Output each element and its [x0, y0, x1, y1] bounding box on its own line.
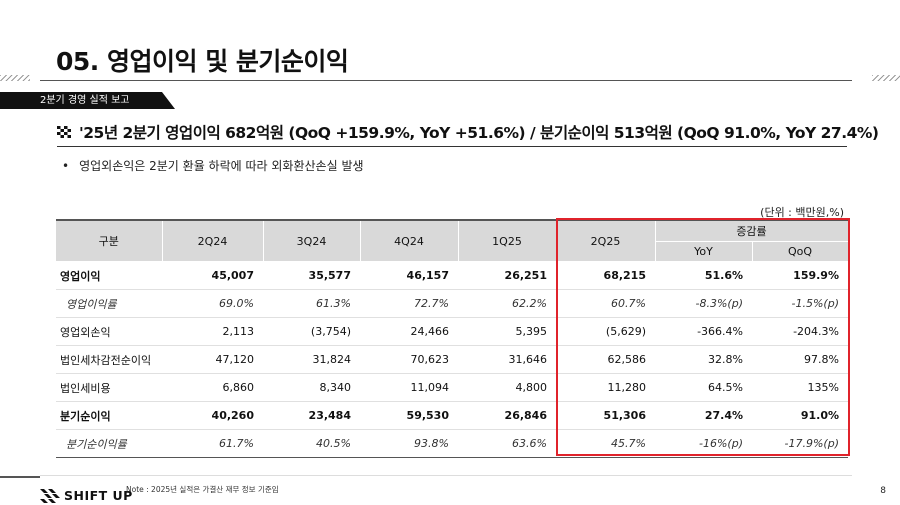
table-cell: 135%	[752, 373, 848, 402]
table-cell: 26,846	[458, 401, 556, 430]
checkered-logo-icon	[40, 488, 60, 503]
hatch-decoration-right	[872, 75, 900, 81]
row-label: 영업이익	[56, 261, 162, 290]
table-cell: 2,113	[162, 317, 263, 346]
bullet-text: 영업외손익은 2분기 환율 하락에 따라 외화환산손실 발생	[79, 159, 364, 173]
row-label: 분기순이익률	[56, 429, 162, 458]
table-cell: 159.9%	[752, 261, 848, 290]
table-cell: 97.8%	[752, 345, 848, 374]
table-cell: 59,530	[360, 401, 458, 430]
header-yoy: YoY	[655, 241, 753, 262]
header-qoq: QoQ	[752, 241, 849, 262]
table-cell: 68,215	[556, 261, 655, 290]
section-tag: 2분기 경영 실적 보고	[0, 92, 175, 109]
table-cell: 61.3%	[263, 289, 360, 318]
table-cell: 51.6%	[655, 261, 752, 290]
row-label: 영업이익률	[56, 289, 162, 318]
headline-row: '25년 2분기 영업이익 682억원 (QoQ +159.9%, YoY +5…	[57, 121, 879, 143]
table-cell: 70,623	[360, 345, 458, 374]
row-label: 영업외손익	[56, 317, 162, 346]
row-label: 분기순이익	[56, 401, 162, 430]
footnote: Note : 2025년 실적은 가결산 재무 정보 기준임	[126, 485, 279, 494]
table-cell: 11,280	[556, 373, 655, 402]
table-cell: 40.5%	[263, 429, 360, 458]
table-cell: 47,120	[162, 345, 263, 374]
table-row: 법인세비용 6,860 8,340 11,094 4,800 11,280 64…	[56, 373, 848, 402]
header-period: 3Q24	[263, 219, 361, 262]
table-row: 법인세차감전순이익 47,120 31,824 70,623 31,646 62…	[56, 345, 848, 374]
table-cell: 26,251	[458, 261, 556, 290]
headline: '25년 2분기 영업이익 682억원 (QoQ +159.9%, YoY +5…	[79, 124, 879, 142]
table-cell: -17.9%(p)	[752, 429, 848, 458]
table-cell: 64.5%	[655, 373, 752, 402]
table-cell: 45.7%	[556, 429, 655, 458]
table-cell: -16%(p)	[655, 429, 752, 458]
table-cell: -366.4%	[655, 317, 752, 346]
table-cell: 72.7%	[360, 289, 458, 318]
header-period: 1Q25	[458, 219, 557, 262]
unit-note: (단위 : 백만원,%)	[760, 206, 844, 219]
table-cell: -8.3%(p)	[655, 289, 752, 318]
table-cell: 8,340	[263, 373, 360, 402]
table-cell: 24,466	[360, 317, 458, 346]
logo-text: SHIFT UP	[64, 488, 133, 503]
table-cell: 11,094	[360, 373, 458, 402]
table-row: 영업외손익 2,113 (3,754) 24,466 5,395 (5,629)…	[56, 317, 848, 346]
table-cell: 63.6%	[458, 429, 556, 458]
page-number: 8	[880, 486, 886, 496]
hatch-decoration-left	[0, 75, 30, 81]
table-row: 영업이익률 69.0% 61.3% 72.7% 62.2% 60.7% -8.3…	[56, 289, 848, 318]
table-cell: 61.7%	[162, 429, 263, 458]
table-cell: 23,484	[263, 401, 360, 430]
checkered-flag-icon	[57, 126, 71, 138]
row-label: 법인세비용	[56, 373, 162, 402]
row-label: 법인세차감전순이익	[56, 345, 162, 374]
table-cell: 40,260	[162, 401, 263, 430]
table-cell: 27.4%	[655, 401, 752, 430]
table-cell: 31,646	[458, 345, 556, 374]
table-cell: -1.5%(p)	[752, 289, 848, 318]
shift-up-logo: SHIFT UP	[40, 485, 133, 503]
table-cell: 60.7%	[556, 289, 655, 318]
header-period: 2Q24	[162, 219, 264, 262]
table-cell: 91.0%	[752, 401, 848, 430]
page-title: 05. 영업이익 및 분기순이익	[56, 47, 349, 76]
title-divider	[40, 80, 852, 81]
table-cell: 45,007	[162, 261, 263, 290]
table-cell: 32.8%	[655, 345, 752, 374]
table-cell: 62.2%	[458, 289, 556, 318]
header-change-group: 증감률	[655, 219, 849, 242]
table-cell: 31,824	[263, 345, 360, 374]
table-cell: 4,800	[458, 373, 556, 402]
table-row: 분기순이익률 61.7% 40.5% 93.8% 63.6% 45.7% -16…	[56, 429, 848, 458]
table-cell: 51,306	[556, 401, 655, 430]
table-cell: 46,157	[360, 261, 458, 290]
header-period: 2Q25	[556, 219, 656, 262]
table-cell: 62,586	[556, 345, 655, 374]
table-cell: (3,754)	[263, 317, 360, 346]
header-period: 4Q24	[360, 219, 459, 262]
table-cell: 5,395	[458, 317, 556, 346]
footer-accent-bar	[0, 476, 40, 478]
footer-divider	[40, 475, 852, 476]
table-cell: 6,860	[162, 373, 263, 402]
table-cell: 69.0%	[162, 289, 263, 318]
header-category: 구분	[56, 219, 163, 262]
bullet-dot: •	[62, 159, 70, 173]
table-cell: (5,629)	[556, 317, 655, 346]
table-row: 영업이익 45,007 35,577 46,157 26,251 68,215 …	[56, 261, 848, 290]
table-cell: 35,577	[263, 261, 360, 290]
table-cell: -204.3%	[752, 317, 848, 346]
headline-divider	[57, 146, 847, 147]
financial-table: 구분 2Q24 3Q24 4Q24 1Q25 2Q25 증감률 YoY QoQ …	[56, 219, 849, 458]
bullet-item: • 영업외손익은 2분기 환율 하락에 따라 외화환산손실 발생	[62, 157, 364, 174]
table-cell: 93.8%	[360, 429, 458, 458]
table-row: 분기순이익 40,260 23,484 59,530 26,846 51,306…	[56, 401, 848, 430]
